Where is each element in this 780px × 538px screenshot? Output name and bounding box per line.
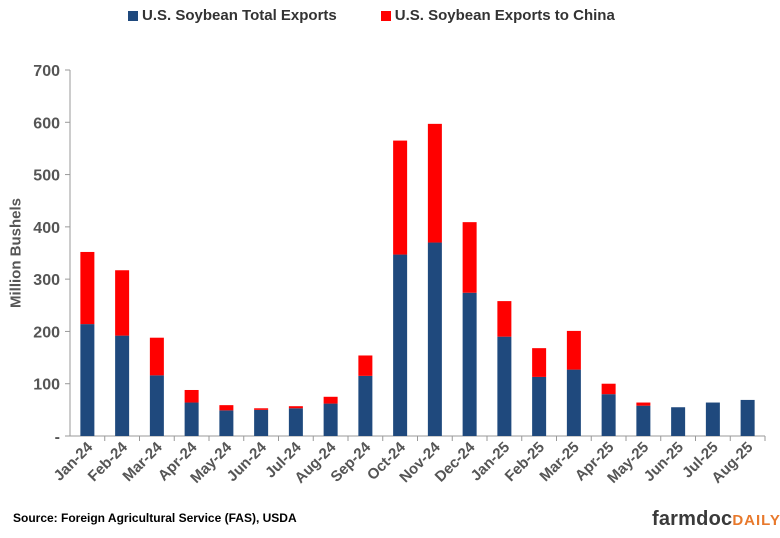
legend-label-china: U.S. Soybean Exports to China [394,7,615,24]
bar-total-exports [566,369,581,436]
bar-china-exports [288,406,303,409]
bar-total-exports [288,408,303,436]
bar-total-exports [462,292,477,436]
y-tick-label: 300 [33,272,60,289]
bar-total-exports [671,407,686,436]
y-tick-label: 600 [33,115,60,132]
bar-total-exports [115,335,130,436]
bar-china-exports [566,330,581,370]
bar-total-exports [740,399,755,436]
x-tick-label: Dec-24 [432,438,479,485]
x-tick-label: Jun-25 [641,439,687,485]
y-tick-label: 700 [33,63,60,80]
bar-total-exports [323,403,338,436]
bar-china-exports [149,337,164,376]
legend-item-total: U.S. Soybean Total Exports [128,7,337,24]
source-note: Source: Foreign Agricultural Service (FA… [13,511,297,525]
y-tick-label: 500 [33,168,60,185]
bar-china-exports [462,222,477,293]
legend-item-china: U.S. Soybean Exports to China [380,7,615,24]
x-tick-label: Sep-24 [327,438,374,485]
bar-china-exports [636,402,651,406]
bar-china-exports [393,140,408,255]
bar-total-exports [705,402,720,436]
bar-total-exports [497,336,512,436]
bar-china-exports [115,270,130,336]
bar-china-exports [80,251,95,325]
bar-total-exports [358,375,373,436]
bar-china-exports [184,389,199,403]
logo-main: farmdoc [652,508,733,530]
y-tick-label: 100 [33,377,60,394]
bar-china-exports [497,301,512,337]
farmdoc-daily-logo: farmdocDAILY [652,508,780,531]
legend-swatch-china [380,10,391,21]
legend-label-total: U.S. Soybean Total Exports [142,7,337,24]
bar-total-exports [636,405,651,436]
y-tick-label: 400 [33,220,60,237]
bar-china-exports [254,408,269,410]
bar-total-exports [393,254,408,436]
logo-accent: DAILY [732,512,780,529]
bar-total-exports [254,409,269,436]
bar-china-exports [427,123,442,243]
bar-total-exports [149,375,164,436]
y-tick-label: 200 [33,324,60,341]
bar-china-exports [532,348,547,377]
chart-legend: U.S. Soybean Total Exports U.S. Soybean … [128,7,615,24]
x-tick-label: Jun-24 [224,438,271,485]
y-tick-label: - [55,429,60,446]
legend-swatch-total [128,10,138,21]
bar-china-exports [323,396,338,404]
bar-total-exports [601,394,616,436]
bar-total-exports [80,324,95,436]
bar-china-exports [358,355,373,376]
bar-total-exports [532,376,547,436]
bar-total-exports [219,410,234,436]
bar-total-exports [184,402,199,436]
bar-china-exports [601,383,616,395]
x-tick-label: Mar-25 [536,439,582,485]
bar-total-exports [427,242,442,436]
bar-china-exports [219,405,234,411]
